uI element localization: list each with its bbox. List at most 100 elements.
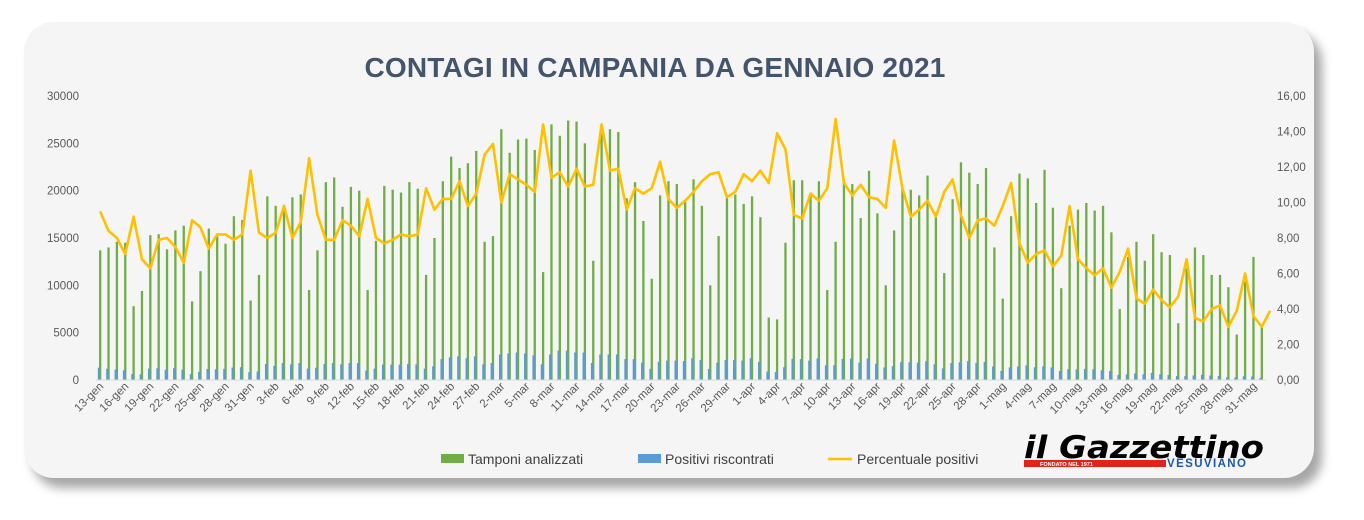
- x-tick-label: 27-feb: [451, 381, 483, 413]
- bar-positivi: [122, 370, 126, 380]
- y-right-tick-label: 12,00: [1277, 162, 1306, 174]
- bar-tamponi: [525, 138, 528, 380]
- bar-tamponi: [99, 250, 102, 380]
- bar-tamponi: [257, 274, 261, 380]
- bar-tamponi: [1001, 298, 1004, 380]
- bar-positivi: [398, 364, 401, 380]
- legend: Tamponi analizzati Positivi riscontrati …: [441, 451, 978, 467]
- bar-tamponi: [750, 196, 754, 380]
- bar-positivi: [1100, 370, 1103, 380]
- bar-positivi: [691, 358, 694, 380]
- bar-tamponi: [441, 181, 444, 380]
- bar-tamponi: [642, 220, 645, 380]
- bar-tamponi: [291, 197, 294, 380]
- bar-positivi: [1083, 368, 1087, 380]
- bar-tamponi: [600, 133, 603, 380]
- bar-tamponi: [700, 205, 704, 380]
- bar-positivi: [432, 366, 435, 380]
- bar-tamponi: [1202, 255, 1205, 380]
- bar-tamponi: [299, 194, 302, 380]
- bar-tamponi: [1227, 287, 1230, 380]
- bar-positivi: [975, 362, 978, 380]
- bar-positivi: [1142, 374, 1145, 380]
- bar-tamponi: [366, 290, 369, 380]
- bar-positivi: [841, 358, 844, 380]
- bar-positivi: [1050, 367, 1053, 380]
- bar-positivi: [256, 371, 259, 380]
- bar-tamponi: [859, 218, 862, 380]
- bar-positivi: [281, 362, 284, 380]
- y-right-tick-label: 8,00: [1277, 233, 1299, 245]
- bar-positivi: [407, 363, 410, 380]
- y-right-tick-label: 16,00: [1277, 91, 1306, 103]
- bar-tamponi: [124, 242, 127, 380]
- x-tick-label: 18-feb: [376, 381, 408, 413]
- x-tick-label: 4-mag: [1002, 381, 1034, 413]
- x-tick-label: 25-apr: [927, 381, 959, 413]
- bar-tamponi: [817, 181, 821, 380]
- x-tick-label: 10-apr: [801, 381, 833, 413]
- x-tick-label: 21-feb: [401, 381, 433, 413]
- bar-tamponi: [165, 249, 169, 380]
- bar-tamponi: [742, 203, 745, 380]
- bar-tamponi: [533, 149, 536, 380]
- bar-tamponi: [1143, 260, 1146, 380]
- bar-positivi: [423, 368, 427, 380]
- bar-tamponi: [918, 195, 921, 380]
- bar-positivi: [674, 360, 677, 380]
- x-tick-label: 5-mar: [503, 381, 533, 411]
- bar-positivi: [181, 369, 184, 380]
- bar-positivi: [891, 366, 895, 380]
- bar-tamponi: [734, 194, 737, 380]
- bar-positivi: [582, 352, 585, 380]
- x-tick-label: 2-mar: [478, 381, 508, 411]
- legend-swatch-tamponi: [441, 454, 464, 463]
- bar-tamponi: [1068, 225, 1071, 380]
- bar-positivi: [490, 362, 493, 380]
- bar-positivi: [941, 368, 945, 380]
- y-right-tick-label: 0,00: [1277, 375, 1299, 387]
- bar-tamponi: [466, 163, 470, 380]
- bar-positivi: [908, 362, 911, 380]
- bar-tamponi: [1135, 241, 1138, 380]
- bar-tamponi: [801, 180, 804, 380]
- bar-tamponi: [658, 195, 662, 380]
- bar-tamponi: [667, 181, 670, 380]
- bar-positivi: [983, 361, 986, 380]
- bar-positivi: [1134, 373, 1137, 380]
- bar-tamponi: [266, 196, 269, 380]
- bar-positivi: [783, 367, 786, 380]
- bar-tamponi: [1152, 234, 1155, 380]
- bar-tamponi: [458, 167, 461, 380]
- legend-label-percentuale: Percentuale positivi: [857, 451, 978, 467]
- x-tick-label: 6-feb: [280, 381, 307, 408]
- bar-tamponi: [232, 216, 236, 380]
- y-right-tick-label: 4,00: [1277, 304, 1299, 316]
- bar-positivi: [498, 354, 502, 380]
- bar-positivi: [97, 367, 101, 380]
- bar-tamponi: [140, 291, 144, 380]
- bar-tamponi: [968, 172, 971, 380]
- bar-positivi: [139, 374, 142, 380]
- bar-tamponi: [1060, 288, 1063, 380]
- bar-tamponi: [316, 250, 319, 380]
- series-tamponi-bars: [99, 120, 1263, 381]
- bar-positivi: [348, 362, 351, 380]
- bar-tamponi: [1110, 232, 1113, 380]
- bar-positivi: [682, 361, 686, 380]
- bar-positivi: [599, 354, 602, 380]
- bar-tamponi: [333, 177, 336, 380]
- bar-tamponi: [433, 238, 436, 380]
- bar-tamponi: [583, 143, 587, 380]
- bar-tamponi: [324, 182, 327, 380]
- y-right-tick-label: 10,00: [1277, 198, 1306, 210]
- bar-positivi: [448, 357, 452, 380]
- bar-tamponi: [876, 213, 879, 380]
- bar-tamponi: [224, 243, 227, 380]
- bar-positivi: [1184, 376, 1187, 380]
- bar-positivi: [707, 368, 711, 380]
- bar-tamponi: [792, 180, 795, 380]
- bar-positivi: [415, 364, 418, 380]
- bar-positivi: [925, 361, 928, 380]
- bar-tamponi: [575, 121, 578, 380]
